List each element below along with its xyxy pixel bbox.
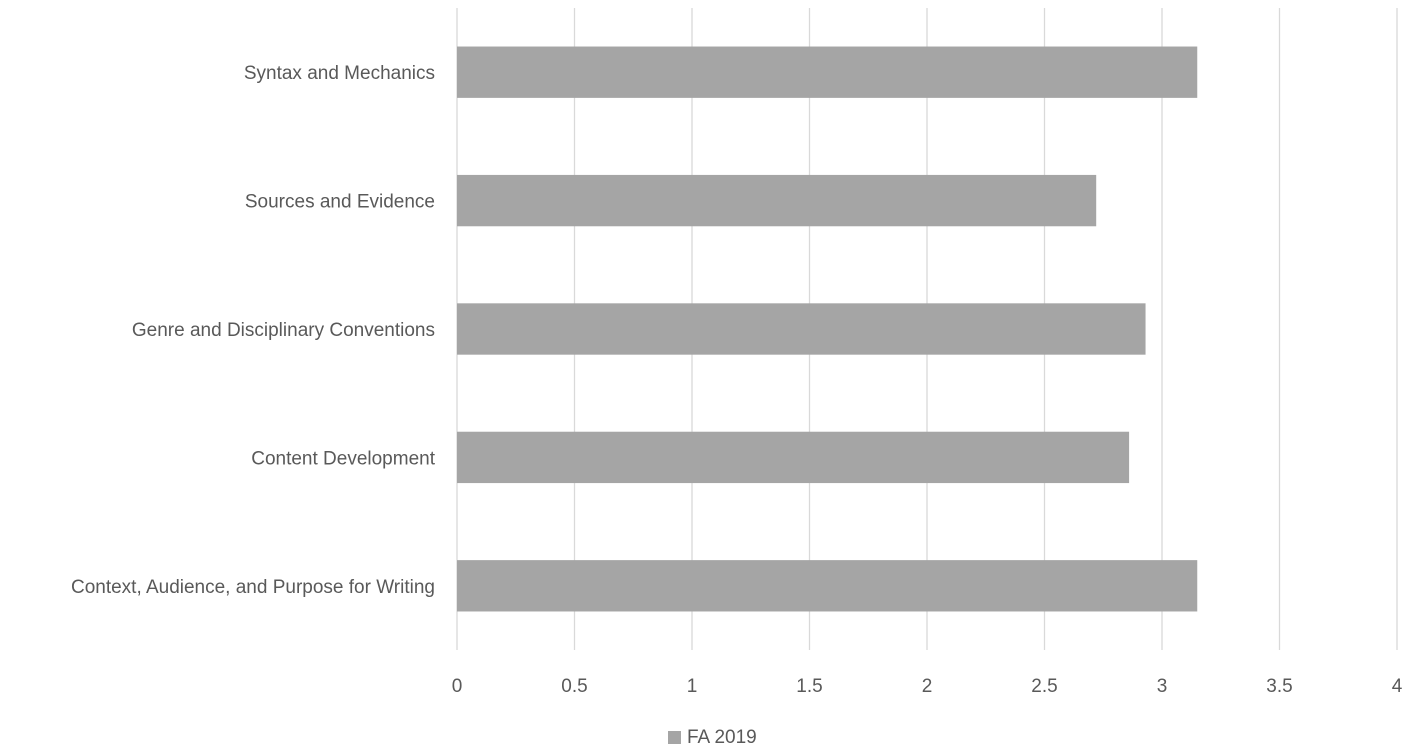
x-tick-label: 3.5 bbox=[1266, 676, 1292, 697]
legend: FA 2019 bbox=[668, 727, 757, 748]
x-tick-label: 2 bbox=[922, 676, 933, 697]
category-label: Sources and Evidence bbox=[245, 192, 435, 213]
category-label: Genre and Disciplinary Conventions bbox=[132, 320, 435, 341]
x-tick-label: 0.5 bbox=[561, 676, 587, 697]
category-label: Syntax and Mechanics bbox=[244, 63, 435, 84]
bar bbox=[457, 560, 1198, 612]
category-label: Content Development bbox=[251, 448, 435, 469]
x-tick-label: 4 bbox=[1392, 676, 1403, 697]
x-axis-tick-labels: 0 0.5 1 1.5 2 2.5 3 3.5 4 bbox=[452, 676, 1403, 697]
x-tick-label: 3 bbox=[1157, 676, 1168, 697]
bar bbox=[457, 174, 1097, 227]
category-label: Context, Audience, and Purpose for Writi… bbox=[71, 577, 435, 598]
bar bbox=[457, 303, 1146, 355]
x-tick-label: 2.5 bbox=[1031, 676, 1057, 697]
category-labels: Syntax and Mechanics Sources and Evidence… bbox=[71, 63, 436, 598]
legend-label: FA 2019 bbox=[687, 727, 757, 748]
bar bbox=[457, 46, 1198, 98]
bar bbox=[457, 431, 1130, 484]
bars bbox=[457, 46, 1198, 612]
x-tick-label: 0 bbox=[452, 676, 463, 697]
legend-swatch bbox=[668, 731, 681, 744]
x-tick-label: 1 bbox=[687, 676, 698, 697]
x-tick-label: 1.5 bbox=[796, 676, 822, 697]
